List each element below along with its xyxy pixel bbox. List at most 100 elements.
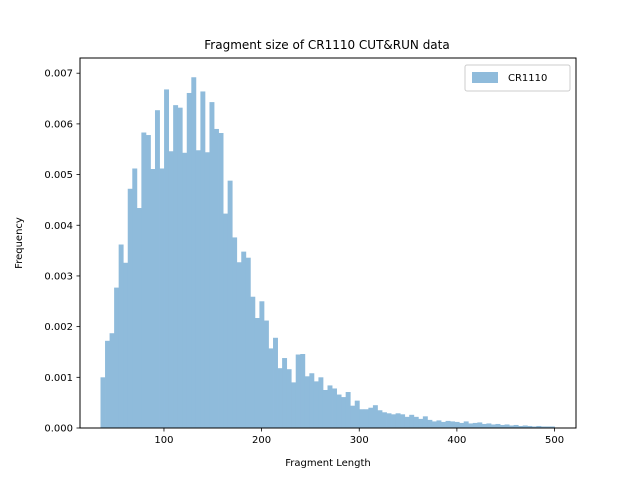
histogram-bar xyxy=(381,412,387,428)
histogram-bar xyxy=(327,385,333,428)
y-tick-label: 0.003 xyxy=(44,271,73,282)
y-axis: 0.000 0.001 0.002 0.003 0.004 0.005 0.006 0.007 xyxy=(44,69,80,435)
histogram-bar xyxy=(391,414,397,428)
histogram-bar xyxy=(372,405,378,428)
histogram-bar xyxy=(132,168,138,429)
histogram-bar xyxy=(214,128,219,428)
histogram-bar xyxy=(145,135,151,429)
histogram-bar xyxy=(477,422,483,428)
histogram-bar xyxy=(191,77,197,428)
y-tick-label: 0.004 xyxy=(44,221,73,232)
y-tick-label: 0.007 xyxy=(44,69,73,80)
histogram-bar xyxy=(250,296,256,428)
histogram-bar xyxy=(422,416,428,428)
x-tick-label: 400 xyxy=(447,435,466,446)
histogram-bar xyxy=(436,420,442,428)
y-tick-label: 0.000 xyxy=(44,424,73,435)
histogram-bar xyxy=(395,413,401,428)
chart-title: Fragment size of CR1110 CUT&RUN data xyxy=(204,38,449,52)
y-tick-label: 0.005 xyxy=(44,170,73,181)
histogram-bar xyxy=(377,410,383,428)
histogram-bar xyxy=(227,180,233,428)
histogram-bar xyxy=(177,107,183,429)
histogram-bar xyxy=(241,251,247,428)
histogram-bar xyxy=(232,237,238,428)
histogram-bar xyxy=(418,418,424,428)
histogram-bar xyxy=(350,405,356,428)
histogram-bar xyxy=(318,377,324,428)
histogram-bar xyxy=(186,92,192,428)
histogram-bar xyxy=(413,416,419,428)
histogram-bar xyxy=(209,102,215,428)
histogram-bar xyxy=(431,421,437,428)
histogram-bar xyxy=(549,426,555,428)
histogram-bar xyxy=(386,413,392,428)
histogram-bar xyxy=(223,213,229,428)
histogram-bar xyxy=(304,376,310,428)
legend-frame xyxy=(464,64,571,92)
histogram-bar xyxy=(409,414,415,428)
histogram-bar xyxy=(427,419,433,428)
histogram-bar xyxy=(486,423,492,428)
histogram-bar xyxy=(522,425,528,428)
x-axis: 100 200 300 400 500 xyxy=(154,428,564,446)
histogram-bar xyxy=(481,423,487,428)
histogram-bar xyxy=(268,348,274,428)
histogram-bar xyxy=(531,426,537,428)
histogram-bar xyxy=(332,388,337,428)
histogram-bar xyxy=(182,152,188,428)
histogram-bar xyxy=(309,373,315,428)
histogram-bar xyxy=(509,425,515,428)
y-tick-label: 0.001 xyxy=(44,373,73,384)
histogram-bar xyxy=(490,424,496,428)
histogram-bar xyxy=(322,389,328,428)
histogram-bar xyxy=(263,320,269,428)
histogram-bar xyxy=(459,422,465,428)
histogram-bar xyxy=(504,424,510,428)
histogram-bar xyxy=(313,381,319,428)
x-tick-label: 500 xyxy=(545,435,564,446)
histogram-bar xyxy=(200,91,206,428)
histogram-bar xyxy=(259,301,265,428)
histogram-bar xyxy=(286,369,292,428)
histogram-bar xyxy=(204,152,210,428)
bars-group xyxy=(100,77,555,429)
histogram-bar xyxy=(363,409,369,428)
histogram-bar xyxy=(441,421,446,428)
legend: CR1110 xyxy=(464,64,571,92)
histogram-bar xyxy=(354,400,360,428)
histogram-bar xyxy=(173,105,179,428)
histogram-bar xyxy=(159,168,165,429)
histogram-bar xyxy=(118,244,124,428)
histogram-bar xyxy=(545,426,551,428)
histogram-bar xyxy=(527,425,533,428)
histogram-bar xyxy=(472,422,478,428)
histogram-bar xyxy=(300,354,306,428)
histogram-bar xyxy=(245,257,251,428)
histogram-bar xyxy=(336,394,342,428)
x-tick-label: 300 xyxy=(350,435,369,446)
histogram-bar xyxy=(468,423,474,428)
histogram-bar xyxy=(518,425,524,428)
histogram-bar xyxy=(254,318,260,428)
histogram-bar xyxy=(400,414,406,428)
histogram-bar xyxy=(368,407,374,428)
histogram-bar xyxy=(404,416,410,428)
x-axis-title: Fragment Length xyxy=(285,458,370,469)
histogram-bar xyxy=(164,89,170,429)
y-tick-label: 0.006 xyxy=(44,119,73,130)
histogram-bar xyxy=(359,409,365,428)
histogram-bar xyxy=(236,262,242,428)
histogram-bar xyxy=(536,425,542,428)
histogram-bar xyxy=(154,110,160,429)
histogram-bar xyxy=(150,169,156,428)
y-axis-title: Frequency xyxy=(14,217,25,269)
legend-label: CR1110 xyxy=(508,73,547,84)
histogram-bar xyxy=(195,150,201,428)
histogram-bar xyxy=(454,421,460,428)
histogram-bar xyxy=(291,382,297,428)
histogram-bar xyxy=(136,208,142,428)
histogram-bar xyxy=(218,133,224,428)
legend-swatch xyxy=(472,72,498,83)
